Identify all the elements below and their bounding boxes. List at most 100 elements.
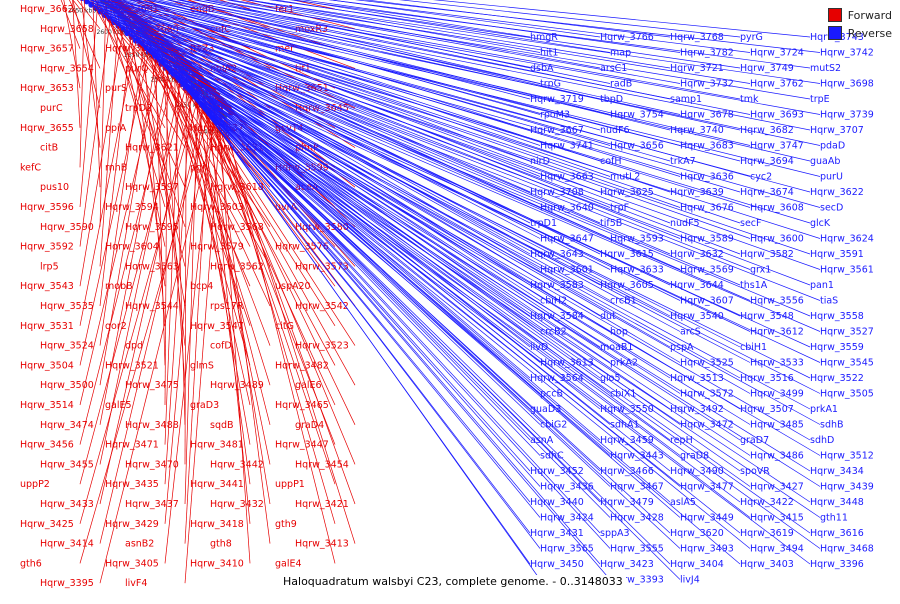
reverse-leader	[203, 108, 671, 565]
reverse-gene-label: Hqrw_3572	[680, 389, 734, 400]
forward-gene-label: Hqrw_3405	[105, 558, 159, 569]
forward-gene-label: Hqrw_3535	[40, 301, 94, 312]
forward-gene-label: Hqrw_3655	[20, 123, 74, 134]
forward-leader	[79, 55, 179, 445]
reverse-leader	[354, 0, 821, 53]
forward-leader	[72, 0, 101, 109]
forward-leader	[99, 0, 107, 227]
forward-gene-label: graD4	[295, 420, 324, 431]
forward-leader	[164, 69, 193, 485]
forward-gene-label: Hqrw_3455	[40, 459, 94, 470]
forward-leader	[99, 3, 121, 267]
reverse-gene-label: Hqrw_3625	[600, 187, 654, 198]
reverse-leader	[301, 0, 681, 53]
reverse-leader	[145, 49, 741, 379]
reverse-leader	[157, 59, 811, 410]
forward-leader	[99, 86, 210, 544]
reverse-gene-label: Hqrw_3740	[670, 125, 724, 136]
reverse-leader	[293, 0, 531, 38]
reverse-gene-label: Hqrw_3647	[540, 234, 594, 245]
forward-gene-label: Hqrw_3521	[105, 360, 159, 371]
reverse-gene-label: Hqrw_3404	[670, 559, 724, 570]
reverse-gene-label: Hqrw_3600	[750, 234, 804, 245]
forward-gene-label: Hqrw_3524	[40, 341, 94, 352]
forward-leader	[99, 26, 147, 346]
forward-leader	[173, 51, 186, 425]
reverse-gene-label: livJ4	[680, 575, 700, 586]
forward-leader	[72, 0, 81, 128]
reverse-gene-label: Hqrw_3512	[820, 451, 874, 462]
reverse-gene-label: Hqrw_3507	[740, 404, 794, 415]
reverse-gene-label: Hqrw_3569	[680, 265, 734, 276]
reverse-gene-label: Hqrw_3565	[540, 544, 594, 555]
reverse-gene-label: nudF6	[600, 125, 630, 136]
forward-gene-label: Hqrw_3563	[125, 261, 179, 272]
reverse-leader	[105, 0, 601, 162]
forward-gene-label: Hqrw_3418	[190, 519, 244, 530]
reverse-gene-label: asnA	[530, 435, 554, 446]
reverse-leader	[147, 0, 611, 115]
reverse-gene-label: Hqrw_3393	[610, 575, 664, 586]
forward-gene-label: Hqrw_3531	[20, 321, 74, 332]
forward-gene-label: Hqrw_3596	[20, 202, 74, 213]
reverse-gene-label: Hqrw_3667	[530, 125, 584, 136]
reverse-leader	[201, 104, 821, 549]
reverse-gene-label: Hqrw_3678	[680, 110, 734, 121]
reverse-gene-label: Hqrw_3449	[680, 513, 734, 524]
reverse-gene-label: Hqrw_3636	[680, 172, 734, 183]
forward-gene-label: uppP2	[20, 479, 50, 490]
forward-gene-label: cofD	[210, 341, 232, 352]
reverse-gene-label: Hqrw_3533	[750, 358, 804, 369]
reverse-leader	[122, 0, 681, 146]
reverse-gene-label: prkA1	[810, 404, 838, 415]
reverse-leader	[328, 0, 751, 53]
forward-gene-label: gth6	[20, 558, 42, 569]
forward-leader	[168, 46, 251, 406]
forward-gene-label: fer1	[275, 4, 294, 15]
reverse-gene-label: pspA	[670, 342, 694, 353]
reverse-gene-label: Hqrw_3486	[750, 451, 804, 462]
forward-gene-label: Hqrw_3662	[20, 4, 74, 15]
forward-gene-label: lrp5	[40, 261, 59, 272]
reverse-leader	[329, 0, 601, 38]
reverse-gene-label: trpF	[610, 203, 629, 214]
reverse-leader	[154, 57, 671, 410]
forward-gene-label: Hqrw_3514	[20, 400, 74, 411]
forward-gene-label: Hqrw_3595	[125, 222, 179, 233]
reverse-swatch	[827, 26, 842, 40]
reverse-gene-label: radB	[610, 79, 632, 90]
forward-gene-label: Hqrw_3590	[40, 222, 94, 233]
reverse-leader	[112, 0, 741, 162]
reverse-gene-label: Hqrw_3522	[810, 373, 864, 384]
reverse-gene-label: rpoM3	[540, 110, 570, 121]
forward-gene-label: Hqrw_3441	[190, 479, 244, 490]
reverse-gene-label: Hqrw_3708	[530, 187, 584, 198]
reverse-gene-label: trpE	[810, 94, 830, 105]
reverse-leader	[195, 98, 741, 534]
forward-gene-label: Hqrw_3523	[295, 341, 349, 352]
gene-arrow	[79, 0, 85, 1]
forward-gene-label: Hqrw_3410	[190, 558, 244, 569]
reverse-gene-label: Hqrw_3643	[530, 249, 584, 260]
reverse-leader	[191, 94, 821, 518]
reverse-leader	[200, 103, 751, 549]
reverse-leader	[96, 8, 751, 239]
reverse-leader	[85, 0, 611, 208]
forward-leader	[205, 83, 251, 524]
reverse-gene-label: arsC1	[600, 63, 627, 74]
reverse-gene-label: Hqrw_3616	[810, 528, 864, 539]
reverse-leader	[268, 0, 741, 69]
reverse-gene-label: Hqrw_3431	[530, 528, 584, 539]
reverse-gene-label: mutS2	[810, 63, 841, 74]
forward-leader	[92, 0, 101, 188]
reverse-leader	[157, 0, 681, 115]
reverse-leader	[151, 0, 531, 100]
reverse-gene-label: Hqrw_3724	[750, 48, 804, 59]
reverse-gene-label: Hqrw_3499	[750, 389, 804, 400]
reverse-gene-label: Hqrw_3605	[600, 280, 654, 291]
reverse-gene-label: Hqrw_3682	[740, 125, 794, 136]
reverse-leader	[167, 69, 811, 441]
reverse-gene-label: Hqrw_3467	[610, 482, 664, 493]
